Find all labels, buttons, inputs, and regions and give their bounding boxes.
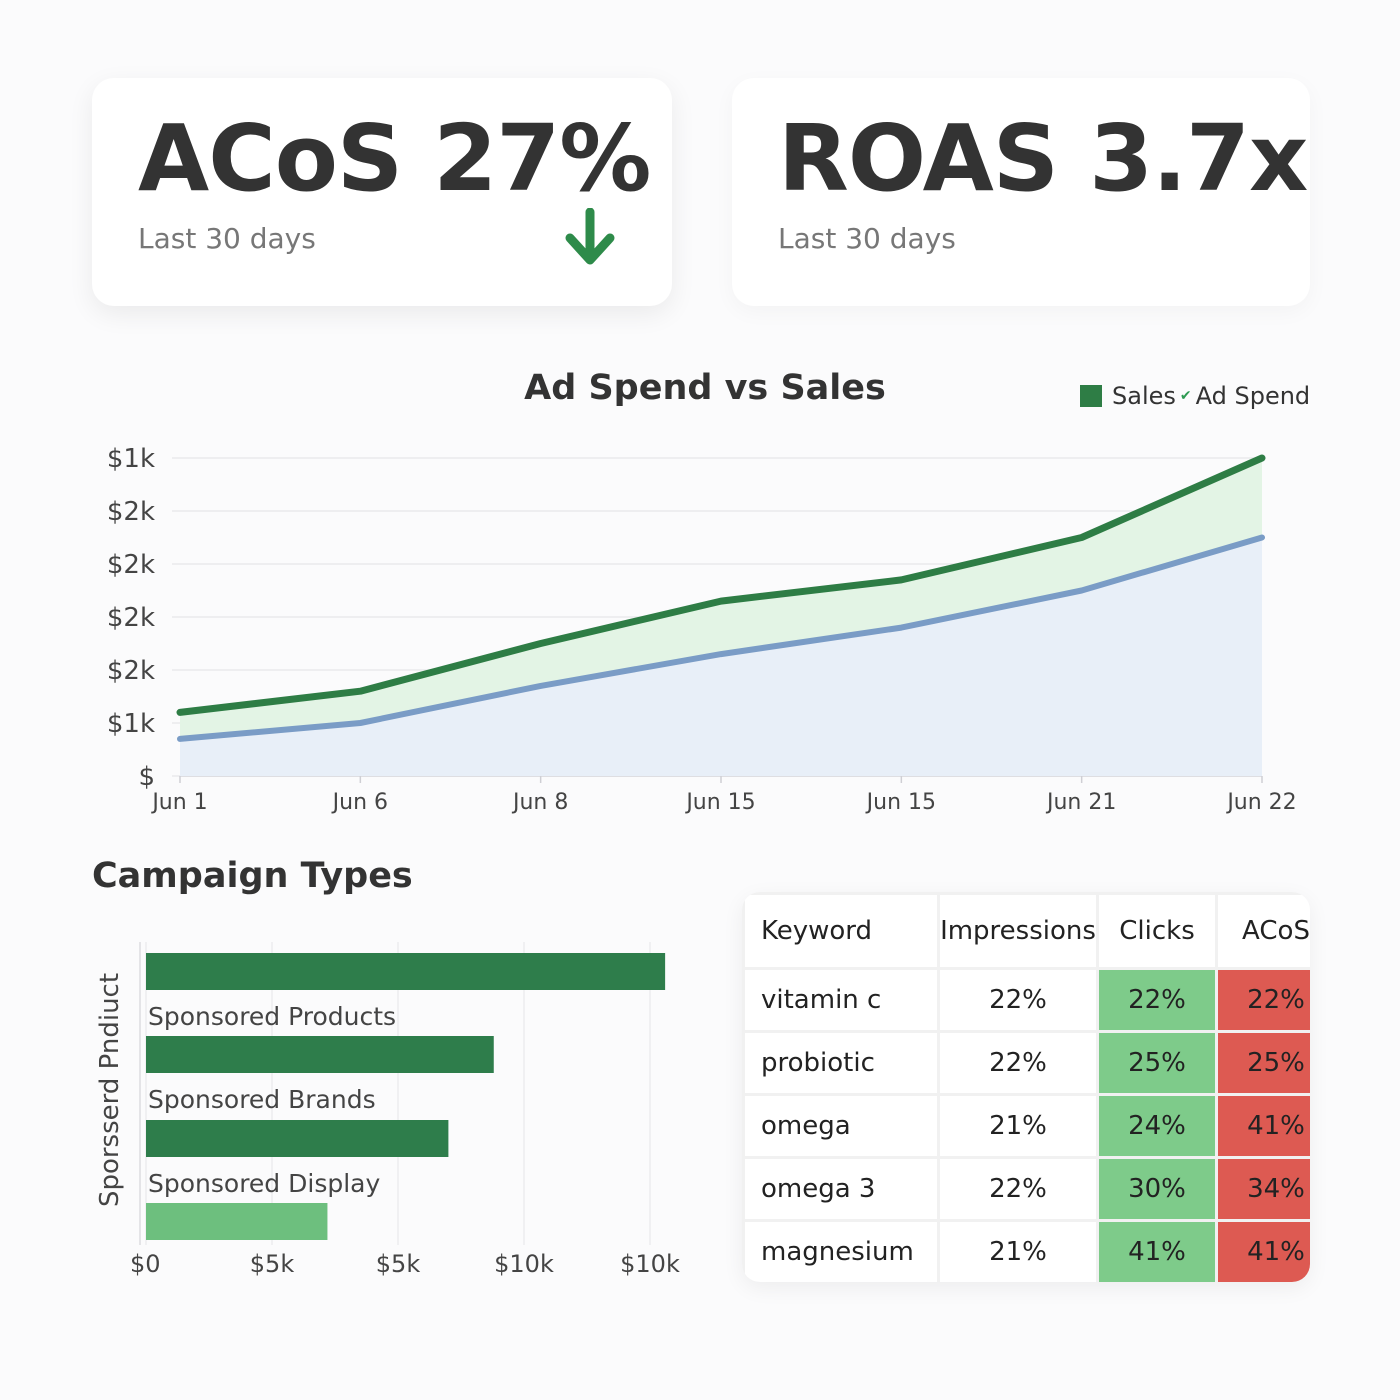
keyword-table: Keyword Impressions Clicks ACoS vitamin … xyxy=(742,892,1310,1282)
roas-kpi-period: Last 30 days xyxy=(778,222,956,255)
impressions-cell: 22% xyxy=(937,1030,1099,1096)
x-tick-label: Jun 6 xyxy=(331,790,388,815)
legend-entry-sales: Sales xyxy=(1112,382,1176,410)
table-row: vitamin c 22% 22% 22% xyxy=(742,967,1310,1033)
ad-spend-line xyxy=(177,534,1265,742)
keyword-cell: omega 3 xyxy=(742,1156,940,1222)
campaign-types-chart: Sponsored Products Sponsored Brands Sponso… xyxy=(95,942,680,1278)
line-chart-series xyxy=(176,454,1266,742)
bar-chart-title: Campaign Types xyxy=(92,856,413,896)
x-tick-label: $0 xyxy=(130,1250,161,1278)
bar-chart-y-axis-label: Sporsserd Pndiuct xyxy=(95,973,125,1207)
roas-kpi-value: ROAS 3.7x xyxy=(778,105,1308,212)
line-chart-x-ticks: Jun 1 Jun 6 Jun 8 Jun 15 Jun 15 Jun 21 Jun 22 xyxy=(150,776,1297,815)
x-tick-label: Jun 15 xyxy=(684,790,755,815)
bar xyxy=(146,1203,328,1240)
bar-chart-grid xyxy=(139,942,651,1245)
acos-kpi-period: Last 30 days xyxy=(138,222,316,255)
clicks-cell: 30% xyxy=(1096,1156,1218,1222)
table-row: probiotic 22% 25% 25% xyxy=(742,1030,1310,1096)
x-tick-label: Jun 1 xyxy=(150,790,207,815)
clicks-cell: 24% xyxy=(1096,1093,1218,1159)
acos-cell: 41% xyxy=(1215,1093,1310,1159)
x-tick-label: $10k xyxy=(494,1250,554,1278)
x-tick-label: Jun 21 xyxy=(1045,790,1116,815)
category-label: Sponsored Brands xyxy=(148,1085,376,1114)
table-row: omega 3 22% 30% 34% xyxy=(742,1156,1310,1222)
keyword-cell: probiotic xyxy=(742,1030,940,1096)
column-header-clicks: Clicks xyxy=(1096,892,1218,970)
bar xyxy=(146,1036,494,1073)
table-row: omega 21% 24% 41% xyxy=(742,1093,1310,1159)
keyword-cell: magnesium xyxy=(742,1219,940,1282)
table-row: magnesium 21% 41% 41% xyxy=(742,1219,1310,1282)
impressions-cell: 21% xyxy=(937,1093,1099,1159)
acos-cell: 34% xyxy=(1215,1156,1310,1222)
category-label: Sponsored Products xyxy=(148,1002,396,1031)
bar-chart-category-labels: Sponsored Products Sponsored Brands Sponso… xyxy=(148,1002,396,1198)
y-tick-label: $2k xyxy=(107,497,155,527)
line-chart-legend: Sales ✔ Ad Spend xyxy=(1080,382,1310,410)
impressions-cell: 22% xyxy=(937,967,1099,1033)
legend-entry-ad-spend: Ad Spend xyxy=(1195,382,1311,410)
y-tick-label: $1k xyxy=(107,444,155,474)
line-chart-title: Ad Spend vs Sales xyxy=(524,368,886,408)
category-label: Sponsored Display xyxy=(148,1169,380,1198)
line-chart-y-ticks: $ $1k $2k $2k $2k $2k $1k xyxy=(107,444,155,792)
bar-chart-bars xyxy=(146,953,666,1240)
acos-kpi-value: ACoS 27% xyxy=(138,105,651,212)
y-tick-label: $2k xyxy=(107,603,155,633)
x-tick-label: Jun 22 xyxy=(1225,790,1296,815)
column-header-keyword: Keyword xyxy=(742,892,940,970)
x-tick-label: Jun 15 xyxy=(865,790,936,815)
bar-chart-x-ticks: $0 $5k $5k $10k $10k xyxy=(130,1250,680,1278)
roas-kpi-card: ROAS 3.7x Last 30 days xyxy=(732,78,1310,306)
sales-line xyxy=(176,454,1266,716)
column-header-acos: ACoS xyxy=(1215,892,1310,970)
arrow-down-icon xyxy=(565,208,615,265)
clicks-cell: 25% xyxy=(1096,1030,1218,1096)
keyword-cell: vitamin c xyxy=(742,967,940,1033)
column-header-impressions: Impressions xyxy=(937,892,1099,970)
x-tick-label: Jun 8 xyxy=(511,790,568,815)
ad-spend-vs-sales-chart: $$1k$2k$2k$2k$2k$1k Jun 1 Jun 6 Jun 8 Jun 1… xyxy=(107,444,1297,815)
keyword-cell: omega xyxy=(742,1093,940,1159)
impressions-cell: 22% xyxy=(937,1156,1099,1222)
x-tick-label: $5k xyxy=(376,1250,421,1278)
bar xyxy=(146,953,666,990)
y-tick-label: $1k xyxy=(107,709,155,739)
acos-cell: 25% xyxy=(1215,1030,1310,1096)
y-tick-label: $ xyxy=(138,762,155,792)
table-header-row: Keyword Impressions Clicks ACoS xyxy=(742,892,1310,970)
y-tick-label: $2k xyxy=(107,550,155,580)
acos-kpi-card: ACoS 27% Last 30 days xyxy=(92,78,672,306)
impressions-cell: 21% xyxy=(937,1219,1099,1282)
acos-cell: 22% xyxy=(1215,967,1310,1033)
bar xyxy=(146,1120,449,1157)
y-tick-label: $2k xyxy=(107,656,155,686)
sales-legend-swatch xyxy=(1080,385,1102,407)
x-tick-label: $5k xyxy=(250,1250,295,1278)
clicks-cell: 41% xyxy=(1096,1219,1218,1282)
acos-cell: 41% xyxy=(1215,1219,1310,1282)
clicks-cell: 22% xyxy=(1096,967,1218,1033)
check-icon: ✔ xyxy=(1179,388,1192,404)
x-tick-label: $10k xyxy=(620,1250,680,1278)
